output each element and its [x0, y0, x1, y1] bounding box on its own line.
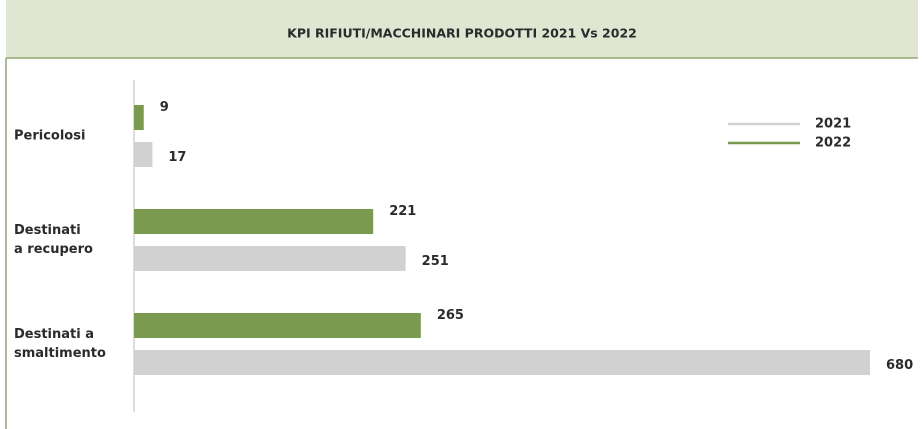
bar — [134, 246, 406, 271]
value-label: 17 — [168, 150, 186, 165]
y-tick-label: Destinati a — [14, 327, 94, 342]
value-label: 265 — [437, 308, 464, 323]
bar — [134, 142, 153, 167]
bar — [134, 350, 870, 375]
y-tick-label: Pericolosi — [14, 129, 85, 144]
bar — [134, 209, 374, 234]
chart-title: KPI RIFIUTI/MACCHINARI PRODOTTI 2021 Vs … — [287, 26, 637, 41]
bar — [134, 105, 144, 130]
y-tick-label: smaltimento — [14, 346, 106, 361]
legend-label: 2022 — [815, 136, 851, 151]
value-label: 221 — [389, 204, 416, 219]
legend-label: 2021 — [815, 117, 851, 132]
value-label: 680 — [886, 358, 913, 373]
y-tick-label: Destinati — [14, 223, 81, 238]
value-label: 251 — [422, 254, 449, 269]
header-band — [6, 0, 918, 58]
bar — [134, 313, 421, 338]
y-tick-label: a recupero — [14, 242, 93, 257]
value-label: 9 — [160, 100, 169, 115]
